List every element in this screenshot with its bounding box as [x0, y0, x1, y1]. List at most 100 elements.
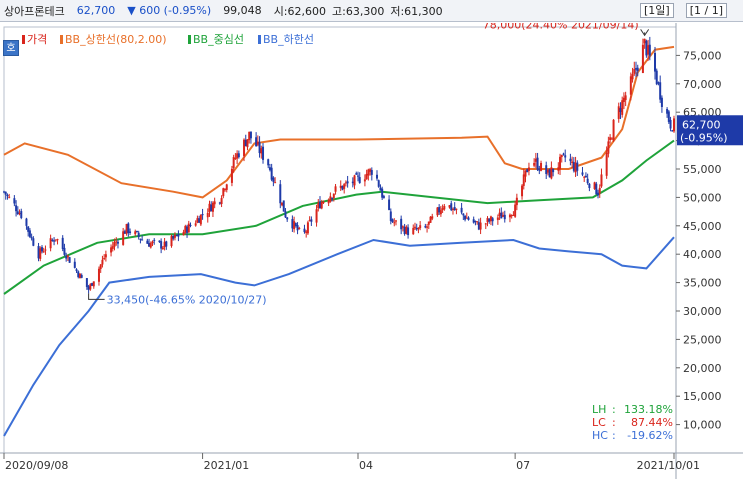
candle-body: [365, 173, 368, 180]
candle-body: [243, 139, 246, 157]
candle-body: [569, 158, 572, 162]
candle-body: [488, 219, 491, 222]
candle-body: [27, 226, 30, 232]
candle-body: [502, 215, 505, 217]
period-button[interactable]: [1일]: [640, 3, 674, 18]
legend: 가격 BB_상한선(80,2.00) BB_중심선 BB_하한선: [22, 32, 314, 46]
candle-body: [37, 246, 40, 259]
candle-body: [377, 180, 380, 187]
candle-body: [65, 255, 68, 259]
candle-body: [25, 218, 28, 226]
current-price: 62,700: [76, 4, 116, 17]
candle-body: [206, 212, 209, 218]
candle-body: [597, 192, 600, 196]
candle-body: [514, 204, 517, 217]
candle-body: [281, 202, 284, 206]
y-tick-label: 75,000: [683, 49, 722, 62]
candle-body: [381, 188, 384, 198]
candle-body: [15, 205, 18, 212]
candle-body: [182, 231, 185, 236]
candle-body: [419, 225, 422, 229]
candle-body: [607, 141, 610, 154]
candle-body: [415, 227, 418, 230]
candle-body: [68, 257, 71, 263]
candle-body: [213, 201, 216, 205]
candle-body: [356, 175, 359, 177]
annotation-high-label: 78,000(24.40% 2021/09/14): [483, 23, 639, 31]
candle-body: [548, 169, 551, 178]
candle-body: [512, 214, 515, 216]
price-chart[interactable]: 10,000 15,000 20,000 25,000 30,000 35,000 40,0…: [0, 18, 743, 479]
candle-body: [510, 215, 513, 217]
y-tick-label: 40,000: [683, 248, 722, 261]
candle-body: [149, 243, 152, 248]
x-tick-label: 04: [359, 459, 373, 472]
candle-body: [605, 152, 608, 176]
legend-swatch: [258, 35, 261, 44]
candle-body: [429, 216, 432, 223]
chart-area[interactable]: 10,000 15,000 20,000 25,000 30,000 35,000 40,0…: [0, 18, 743, 479]
page-button[interactable]: [1 / 1]: [685, 3, 727, 18]
candle-body: [460, 207, 463, 213]
candle-body: [559, 156, 562, 170]
candle-body: [403, 226, 406, 235]
candle-body: [255, 137, 258, 147]
candle-body: [177, 234, 180, 237]
candle-body: [161, 247, 164, 250]
candle-body: [18, 213, 21, 215]
y-axis: 10,000 15,000 20,000 25,000 30,000 35,000 40,0…: [676, 49, 722, 432]
candle-body: [344, 182, 347, 184]
candle-body: [595, 183, 598, 195]
candle-body: [172, 235, 175, 239]
price-change: ▼ 600 (-0.95%): [127, 4, 212, 17]
chart-corner-button[interactable]: 호: [3, 40, 19, 56]
candle-body: [303, 228, 306, 233]
candle-body: [426, 226, 429, 228]
candle-body: [274, 182, 277, 184]
candle-body: [413, 226, 416, 228]
stats: LH:133.18% LC: 87.44% HC: -19.62%: [592, 403, 673, 442]
candle-body: [477, 222, 480, 230]
candle-body: [363, 179, 366, 182]
candle-body: [92, 281, 95, 287]
candle-body: [80, 275, 83, 278]
candle-body: [210, 204, 213, 212]
candle-body: [358, 177, 361, 183]
candle-body: [294, 223, 297, 226]
candle-body: [32, 238, 35, 246]
candle-body: [465, 217, 468, 219]
candle-body: [394, 220, 397, 222]
candle-body: [113, 242, 116, 247]
candle-body: [427, 221, 430, 225]
candle-body: [220, 198, 223, 204]
candle-body: [103, 258, 106, 260]
x-tick-label: 2021/01: [204, 459, 250, 472]
stat-value: -19.62%: [627, 429, 673, 442]
candle-body: [8, 196, 11, 198]
candle-body: [424, 226, 427, 228]
candle-body: [3, 191, 5, 193]
candle-body: [173, 234, 176, 238]
candle-body: [270, 167, 273, 180]
candle-body: [248, 131, 251, 141]
candle-body: [151, 241, 154, 244]
candle-body: [439, 210, 442, 215]
candle-body: [230, 168, 233, 183]
candles: [3, 36, 675, 294]
legend-label: BB_하한선: [263, 32, 314, 46]
candle-body: [673, 118, 675, 132]
candle-body: [586, 178, 589, 184]
candle-body: [545, 165, 548, 174]
candle-body: [610, 138, 613, 140]
candle-body: [146, 240, 149, 244]
annotation-low-label: 33,450(-46.65% 2020/10/27): [107, 293, 267, 306]
candle-body: [472, 219, 475, 223]
candle-body: [631, 74, 634, 80]
candle-body: [484, 223, 487, 225]
candle-body: [78, 273, 81, 279]
y-tick-label: 10,000: [683, 419, 722, 432]
candle-body: [91, 283, 94, 286]
candle-body: [208, 203, 211, 212]
last-price-label: 62,700: [682, 118, 721, 131]
candle-body: [129, 231, 132, 233]
